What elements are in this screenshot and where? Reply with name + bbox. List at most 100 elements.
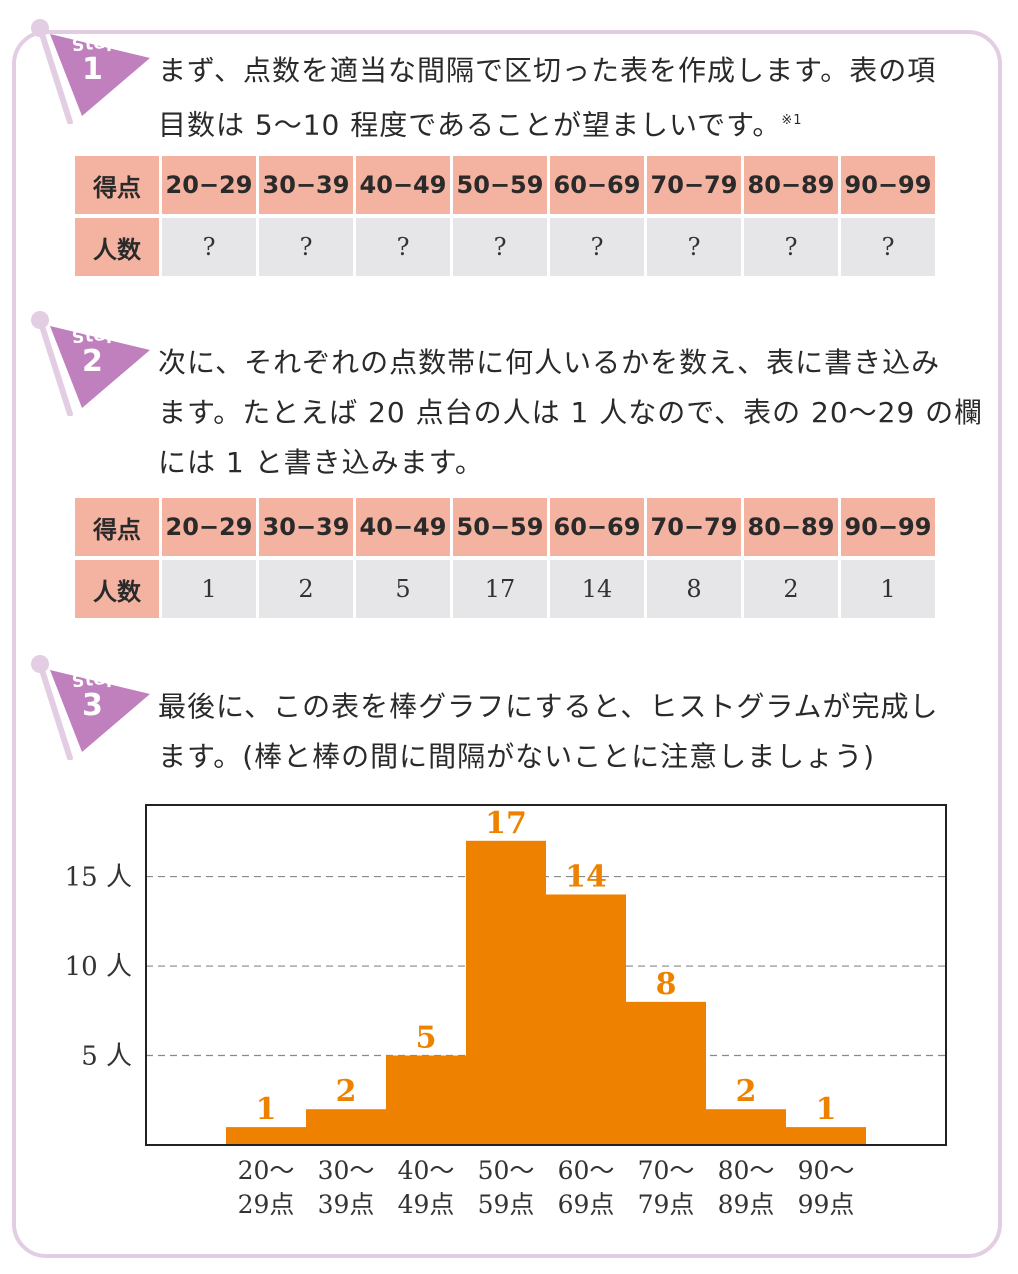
histogram-chart: 5 人 10 人 15 人 1 20〜 29点 2 30〜 39点 5 40〜 49点 17 50〜 59点… [50, 800, 970, 1230]
table-row: 人数 1 2 5 17 14 8 2 1 [75, 560, 935, 618]
bar-value-label: 1 [816, 1092, 837, 1127]
x-tick-label: 59点 [478, 1190, 535, 1219]
histogram-svg: 5 人 10 人 15 人 1 20〜 29点 2 30〜 39点 5 40〜 49点 17 50〜 59点… [65, 804, 947, 1219]
x-tick-label: 20〜 [238, 1156, 295, 1185]
range-cell: 80−89 [744, 156, 838, 214]
histogram-bar [306, 1109, 386, 1145]
x-tick-label: 60〜 [558, 1156, 615, 1185]
range-cell: 80−89 [744, 498, 838, 556]
y-tick-label: 5 人 [81, 1042, 132, 1072]
step-2-flag: Step 2 [18, 306, 158, 416]
step-2-line1: 次に、それぞれの点数帯に何人いるかを数え、表に書き込み [158, 346, 941, 379]
range-cell: 40−49 [356, 498, 450, 556]
y-tick-label: 15 人 [65, 863, 132, 893]
step-1-line1: まず、点数を適当な間隔で区切った表を作成します。表の項 [158, 54, 937, 87]
count-cell: ? [841, 218, 935, 276]
count-cell: ? [162, 218, 256, 276]
count-header: 人数 [75, 218, 159, 276]
range-cell: 60−69 [550, 156, 644, 214]
bar-value-label: 2 [736, 1074, 757, 1109]
x-tick-label: 40〜 [398, 1156, 455, 1185]
count-cell: 2 [259, 560, 353, 618]
flag-3-icon [31, 655, 150, 760]
histogram-bar [226, 1127, 306, 1145]
bar-value-label: 8 [656, 967, 677, 1002]
bar-value-label: 1 [256, 1092, 277, 1127]
count-cell: 2 [744, 560, 838, 618]
step-2-text: 次に、それぞれの点数帯に何人いるかを数え、表に書き込み ます。たとえば 20 点… [158, 338, 988, 488]
table-row: 人数 ? ? ? ? ? ? ? ? [75, 218, 935, 276]
content-frame [12, 30, 1002, 1258]
range-cell: 20−29 [162, 498, 256, 556]
range-cell: 90−99 [841, 498, 935, 556]
x-tick-label: 49点 [398, 1190, 455, 1219]
x-tick-label: 80〜 [718, 1156, 775, 1185]
range-cell: 40−49 [356, 156, 450, 214]
histogram-bar [466, 840, 546, 1145]
bar-value-label: 14 [565, 859, 607, 894]
step-2-line3: には 1 と書き込みます。 [158, 446, 484, 479]
step-3-text: 最後に、この表を棒グラフにすると、ヒストグラムが完成し ます。(棒と棒の間に間隔… [158, 682, 988, 782]
x-tick-label: 29点 [238, 1190, 295, 1219]
count-cell: 5 [356, 560, 450, 618]
count-cell: 1 [841, 560, 935, 618]
histogram-bar [706, 1109, 786, 1145]
bar-value-label: 5 [416, 1021, 437, 1056]
range-cell: 90−99 [841, 156, 935, 214]
step-2-line2: ます。たとえば 20 点台の人は 1 人なので、表の 20〜29 の欄 [158, 396, 984, 429]
bar-value-label: 2 [336, 1074, 357, 1109]
step-1-line2: 目数は 5〜10 程度であることが望ましいです。※1 [158, 96, 988, 150]
y-tick-label: 10 人 [65, 952, 132, 982]
count-cell: ? [259, 218, 353, 276]
count-cell: ? [550, 218, 644, 276]
table-row: 得点 20−29 30−39 40−49 50−59 60−69 70−79 8… [75, 498, 935, 556]
step-1-line2-text: 目数は 5〜10 程度であることが望ましいです。 [158, 108, 782, 142]
range-cell: 70−79 [647, 156, 741, 214]
histogram-bar [626, 1001, 706, 1145]
flag-2-icon [31, 311, 150, 416]
step-3-line1: 最後に、この表を棒グラフにすると、ヒストグラムが完成し [158, 690, 939, 723]
count-cell: 8 [647, 560, 741, 618]
step-1-text: まず、点数を適当な間隔で区切った表を作成します。表の項 目数は 5〜10 程度で… [158, 46, 988, 150]
step-3-flag: Step 3 [18, 650, 158, 760]
footnote-mark: ※1 [781, 113, 803, 128]
range-cell: 20−29 [162, 156, 256, 214]
x-tick-label: 79点 [638, 1190, 695, 1219]
histogram-bar [546, 894, 626, 1145]
count-cell: 17 [453, 560, 547, 618]
x-tick-label: 70〜 [638, 1156, 695, 1185]
count-cell: 1 [162, 560, 256, 618]
x-tick-label: 89点 [718, 1190, 775, 1219]
histogram-bar [386, 1055, 466, 1145]
step-3-line2: ます。(棒と棒の間に間隔がないことに注意しましょう) [158, 740, 876, 773]
score-header: 得点 [75, 498, 159, 556]
flag-1-icon [31, 19, 150, 124]
bar-value-label: 17 [485, 806, 527, 841]
count-cell: ? [744, 218, 838, 276]
count-header: 人数 [75, 560, 159, 618]
range-cell: 70−79 [647, 498, 741, 556]
table-step2: 得点 20−29 30−39 40−49 50−59 60−69 70−79 8… [72, 494, 938, 622]
step-1-flag: Step 1 [18, 14, 158, 124]
count-cell: ? [647, 218, 741, 276]
range-cell: 30−39 [259, 498, 353, 556]
plot-frame [145, 804, 947, 1146]
count-cell: ? [356, 218, 450, 276]
x-tick-label: 39点 [318, 1190, 375, 1219]
score-header: 得点 [75, 156, 159, 214]
table-step1: 得点 20−29 30−39 40−49 50−59 60−69 70−79 8… [72, 152, 938, 280]
step-2-number: 2 [82, 344, 103, 379]
x-tick-label: 30〜 [318, 1156, 375, 1185]
range-cell: 50−59 [453, 498, 547, 556]
x-tick-label: 69点 [558, 1190, 615, 1219]
x-tick-label: 90〜 [798, 1156, 855, 1185]
range-cell: 60−69 [550, 498, 644, 556]
range-cell: 30−39 [259, 156, 353, 214]
count-cell: ? [453, 218, 547, 276]
table-row: 得点 20−29 30−39 40−49 50−59 60−69 70−79 8… [75, 156, 935, 214]
x-tick-label: 99点 [798, 1190, 855, 1219]
count-cell: 14 [550, 560, 644, 618]
x-tick-label: 50〜 [478, 1156, 535, 1185]
step-3-number: 3 [82, 688, 103, 723]
range-cell: 50−59 [453, 156, 547, 214]
